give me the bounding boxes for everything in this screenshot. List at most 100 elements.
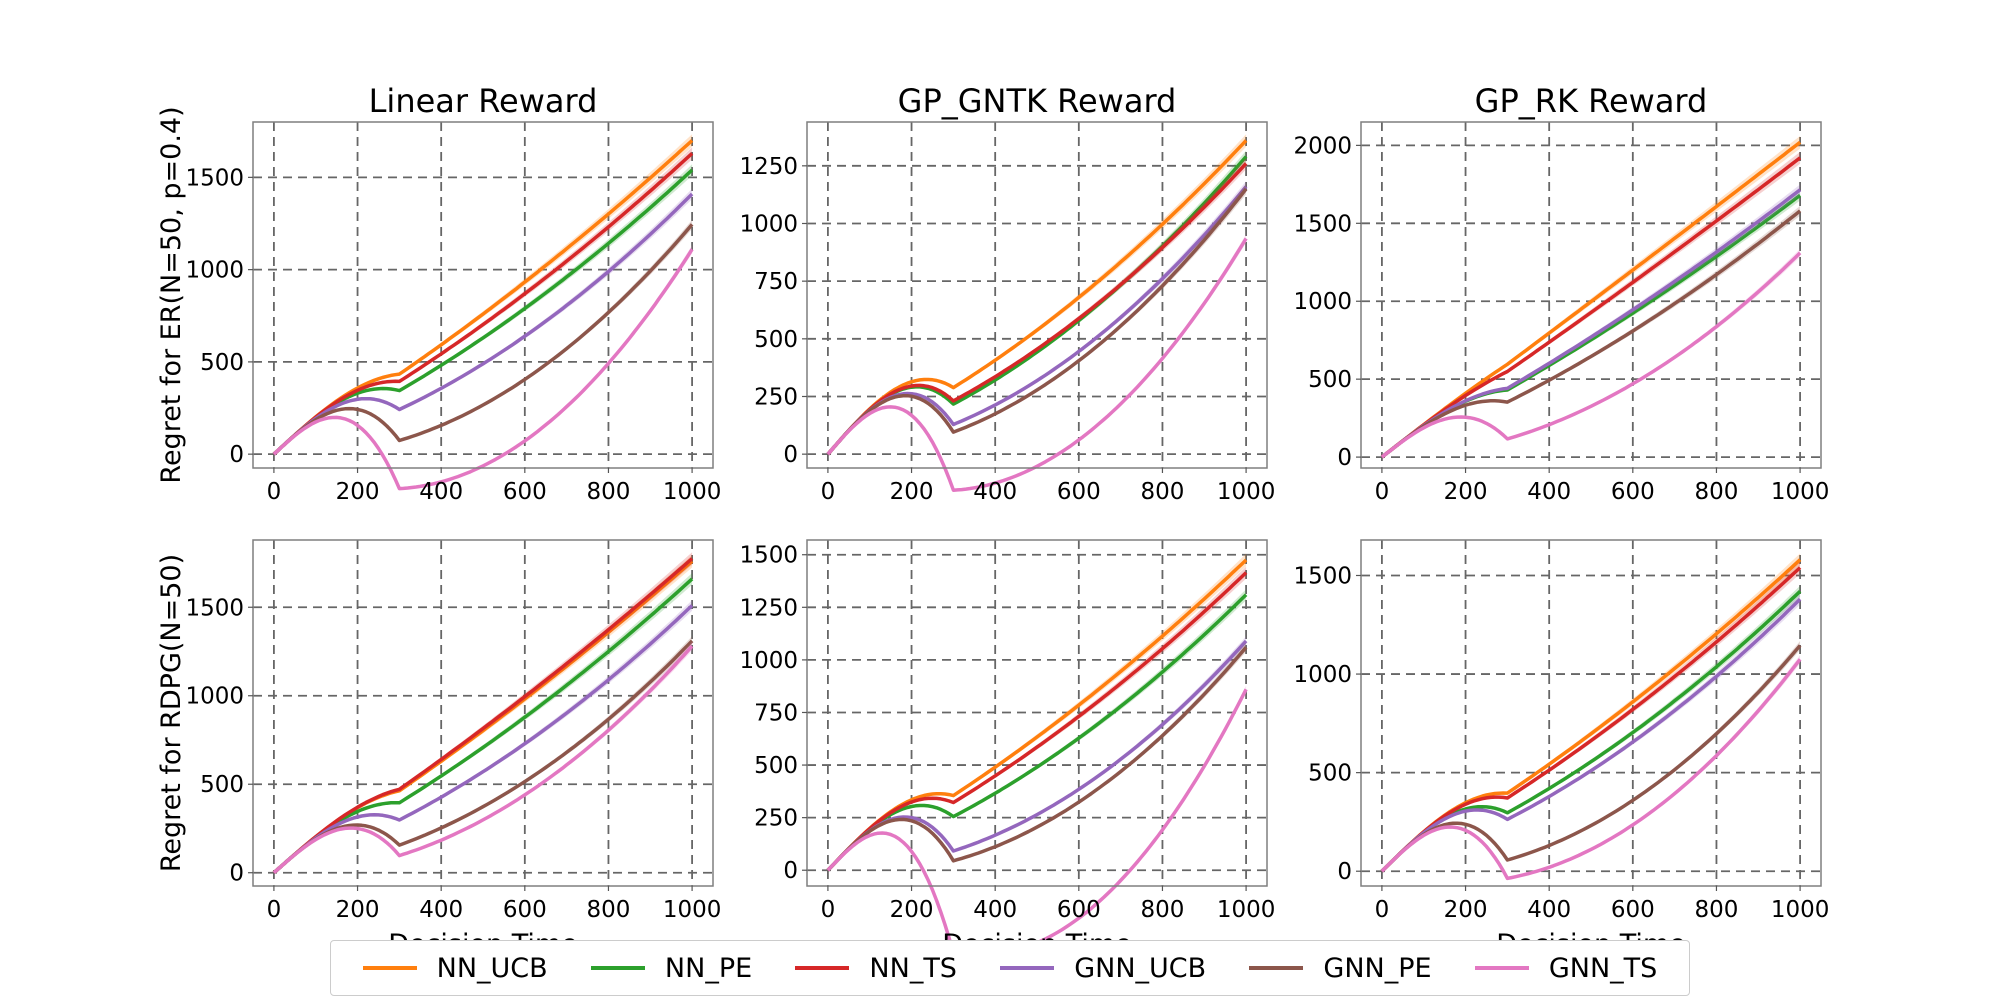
- y-tick-label: 500: [1308, 367, 1352, 393]
- y-tick-label: 1000: [185, 684, 244, 710]
- legend-swatch-gnn-ucb: [1000, 966, 1055, 970]
- legend-swatch-nn-ucb: [362, 966, 417, 970]
- y-tick-label: 0: [1337, 445, 1352, 471]
- legend-label-nn-ts: NN_TS: [869, 952, 957, 984]
- y-tick-label: 750: [754, 700, 798, 726]
- y-tick-label: 500: [754, 753, 798, 779]
- x-tick-label: 600: [503, 479, 547, 505]
- x-tick-label: 800: [1695, 479, 1739, 505]
- legend-entry-gnn-ts: GNN_TS: [1474, 953, 1657, 984]
- series-gnn-ucb: [1380, 188, 1802, 459]
- series-nn-ts: [826, 162, 1248, 456]
- x-tick-label: 600: [503, 897, 547, 923]
- series-gnn-pe: [272, 639, 694, 875]
- x-tick-label: 400: [973, 479, 1017, 505]
- panel-3: GP_RK Reward 0 200 400 600 800 1000 0 500 1000 150…: [1293, 82, 1829, 505]
- x-tick-label: 400: [1527, 479, 1571, 505]
- x-tick-label: 200: [890, 479, 934, 505]
- y-tick-label: 1000: [1293, 289, 1352, 315]
- series-nn-ts: [1380, 156, 1802, 459]
- x-tick-label: 0: [1375, 479, 1390, 505]
- y-tick-label: 1000: [739, 211, 798, 237]
- y-tick-label: 1500: [739, 543, 798, 569]
- x-tick-label: 1000: [1771, 479, 1830, 505]
- x-tick-label: 0: [267, 897, 282, 923]
- band-gnn-ts: [827, 234, 1247, 491]
- panel-4: 02004006008001000050010001500Decision Ti…: [185, 539, 722, 960]
- x-tick-label: 400: [419, 479, 463, 505]
- x-tick-label: 600: [1611, 479, 1655, 505]
- series-gnn-ucb: [272, 604, 694, 875]
- legend-entry-nn-pe: NN_PE: [590, 952, 753, 984]
- y-tick-label: 1500: [185, 595, 244, 621]
- legend-entry-nn-ucb: NN_UCB: [362, 952, 548, 984]
- legend-label-nn-ucb: NN_UCB: [436, 952, 548, 984]
- series-gnn-ts: [272, 645, 694, 875]
- legend-swatch-gnn-ts: [1474, 966, 1529, 970]
- band-gnn-ts: [273, 641, 693, 873]
- x-tick-label: 1000: [663, 897, 722, 923]
- x-tick-label: 400: [419, 897, 463, 923]
- row-label-1: Regret for ER(N=50, p=0.4): [156, 106, 187, 483]
- panel-title: GP_RK Reward: [1475, 82, 1708, 120]
- y-tick-label: 500: [200, 772, 244, 798]
- y-tick-label: 2000: [1293, 133, 1352, 159]
- x-tick-label: 200: [336, 897, 380, 923]
- panel-6: 02004006008001000050010001500Decision Ti…: [1293, 539, 1829, 960]
- legend-swatch-nn-ts: [795, 966, 850, 970]
- y-tick-label: 0: [229, 442, 244, 468]
- x-tick-label: 0: [1375, 897, 1390, 923]
- x-tick-label: 800: [1141, 897, 1185, 923]
- legend-label-nn-pe: NN_PE: [664, 952, 753, 984]
- panel-5: 020040060080010000250500750100012501500D…: [739, 539, 1275, 960]
- axes-frame: [252, 121, 714, 469]
- series-gnn-pe: [826, 187, 1248, 456]
- x-tick-label: 0: [821, 897, 836, 923]
- band-gnn-ts: [273, 245, 693, 490]
- series-nn-pe: [272, 577, 694, 875]
- series-nn-ts: [1380, 566, 1802, 873]
- series-nn-pe: [826, 593, 1248, 872]
- y-tick-label: 500: [754, 327, 798, 353]
- x-tick-label: 800: [587, 479, 631, 505]
- x-tick-label: 200: [890, 897, 934, 923]
- y-tick-label: 1000: [1293, 662, 1352, 688]
- series-gnn-pe: [272, 223, 694, 456]
- x-tick-label: 200: [1444, 897, 1488, 923]
- series-gnn-ucb: [1380, 597, 1802, 873]
- x-tick-label: 400: [1527, 897, 1571, 923]
- panel-title: Linear Reward: [369, 82, 598, 120]
- x-tick-label: 800: [1141, 479, 1185, 505]
- series-nn-ts: [272, 152, 694, 456]
- band-gnn-pe: [1381, 641, 1801, 872]
- series-gnn-ts: [272, 248, 694, 491]
- y-tick-label: 1250: [739, 595, 798, 621]
- y-tick-label: 0: [783, 442, 798, 468]
- y-tick-label: 1500: [1293, 563, 1352, 589]
- x-tick-label: 200: [336, 479, 380, 505]
- x-tick-label: 200: [1444, 479, 1488, 505]
- legend-swatch-nn-pe: [590, 966, 645, 970]
- y-tick-label: 0: [229, 861, 244, 887]
- series-gnn-ucb: [826, 639, 1248, 872]
- series-nn-ts: [272, 557, 694, 875]
- series-gnn-ts: [1380, 658, 1802, 881]
- legend-label-gnn-ucb: GNN_UCB: [1074, 952, 1207, 984]
- legend-swatch-gnn-pe: [1249, 966, 1304, 970]
- axes-frame: [1360, 121, 1822, 469]
- legend: NN_UCB NN_PE NN_TS GNN_UCB GNN_PE GNN_TS: [330, 940, 1690, 996]
- x-tick-label: 0: [821, 479, 836, 505]
- legend-entry-nn-ts: NN_TS: [795, 953, 957, 984]
- panel-2: GP_GNTK Reward 0 200 400 600 800 1000 0 250 500 75…: [739, 82, 1275, 505]
- x-tick-label: 800: [587, 897, 631, 923]
- legend-label-gnn-pe: GNN_PE: [1323, 952, 1432, 984]
- panel-title: GP_GNTK Reward: [898, 82, 1177, 120]
- y-tick-label: 250: [754, 384, 798, 410]
- series-nn-ts: [826, 571, 1248, 872]
- y-tick-label: 1250: [739, 154, 798, 180]
- row-label-2: Regret for RDPG(N=50): [156, 554, 187, 872]
- y-tick-label: 1500: [1293, 211, 1352, 237]
- y-tick-label: 0: [1337, 859, 1352, 885]
- y-tick-label: 500: [200, 350, 244, 376]
- x-tick-label: 600: [1057, 897, 1101, 923]
